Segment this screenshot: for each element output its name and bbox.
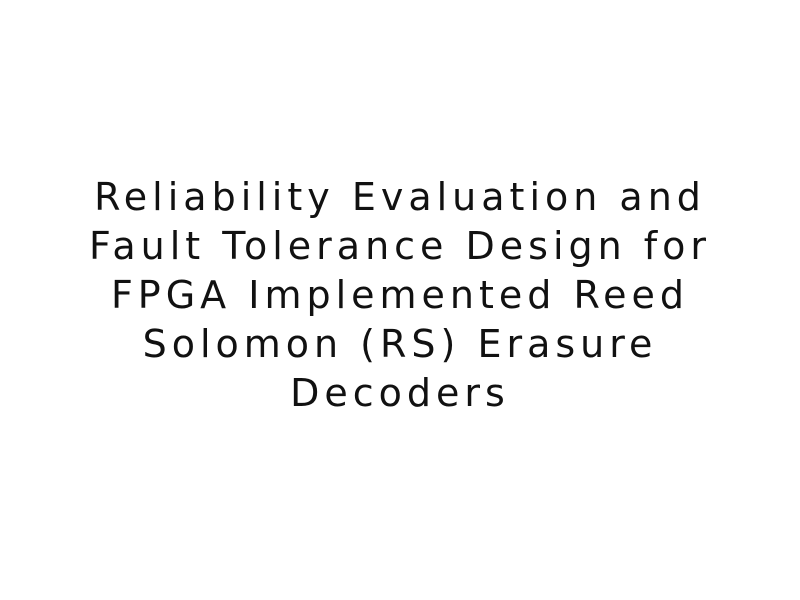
document-title: Reliability Evaluation and Fault Toleran… (0, 173, 800, 418)
title-line-3: FPGA Implemented Reed (110, 273, 690, 317)
title-line-5: Decoders (290, 371, 510, 415)
title-line-1: Reliability Evaluation and (94, 175, 706, 219)
title-line-4: Solomon (RS) Erasure (142, 322, 658, 366)
title-line-2: Fault Tolerance Design for (88, 224, 712, 268)
